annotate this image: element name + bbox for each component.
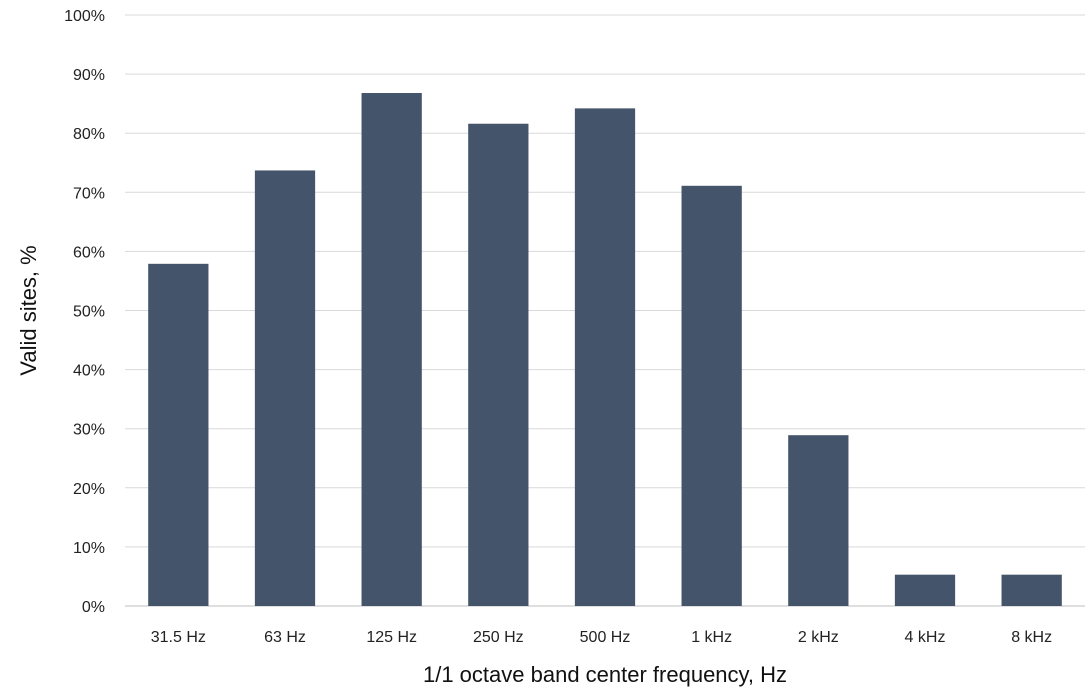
x-tick-label: 63 Hz [264, 629, 306, 646]
x-tick-label: 250 Hz [473, 629, 524, 646]
y-tick-label: 70% [73, 185, 105, 202]
y-tick-label: 20% [73, 481, 105, 498]
x-tick-label: 500 Hz [580, 629, 631, 646]
x-tick-label: 31.5 Hz [151, 629, 206, 646]
x-tick-label: 2 kHz [798, 629, 839, 646]
bar [148, 263, 209, 606]
y-tick-label: 80% [73, 126, 105, 143]
bar [361, 93, 422, 606]
y-axis-title: Valid sites, % [16, 245, 41, 375]
bars [148, 93, 1062, 607]
x-tick-label: 1 kHz [691, 629, 732, 646]
bar [681, 185, 742, 606]
bar [254, 170, 316, 607]
y-tick-label: 10% [73, 540, 105, 557]
y-tick-label: 40% [73, 363, 105, 380]
y-tick-label: 30% [73, 422, 105, 439]
x-tick-label: 125 Hz [366, 629, 417, 646]
y-tick-label: 50% [73, 304, 105, 321]
x-tick-label: 4 kHz [905, 629, 946, 646]
y-tick-labels: 0% 10% 20% 30% 40% 50% 60% 70% 80% 90% 100% [64, 8, 105, 616]
x-tick-label: 8 kHz [1011, 629, 1052, 646]
bar [468, 123, 529, 606]
bar [894, 574, 956, 606]
x-tick-labels: 31.5 Hz 63 Hz 125 Hz 250 Hz 500 Hz 1 kHz 2 kHz… [151, 629, 1052, 646]
bar [788, 435, 849, 606]
y-tick-label: 90% [73, 67, 105, 84]
x-axis-title: 1/1 octave band center frequency, Hz [423, 662, 787, 687]
bar [574, 108, 636, 607]
bar [1001, 574, 1062, 606]
y-tick-label: 100% [64, 8, 105, 25]
y-tick-label: 0% [82, 599, 105, 616]
y-tick-label: 60% [73, 244, 105, 261]
